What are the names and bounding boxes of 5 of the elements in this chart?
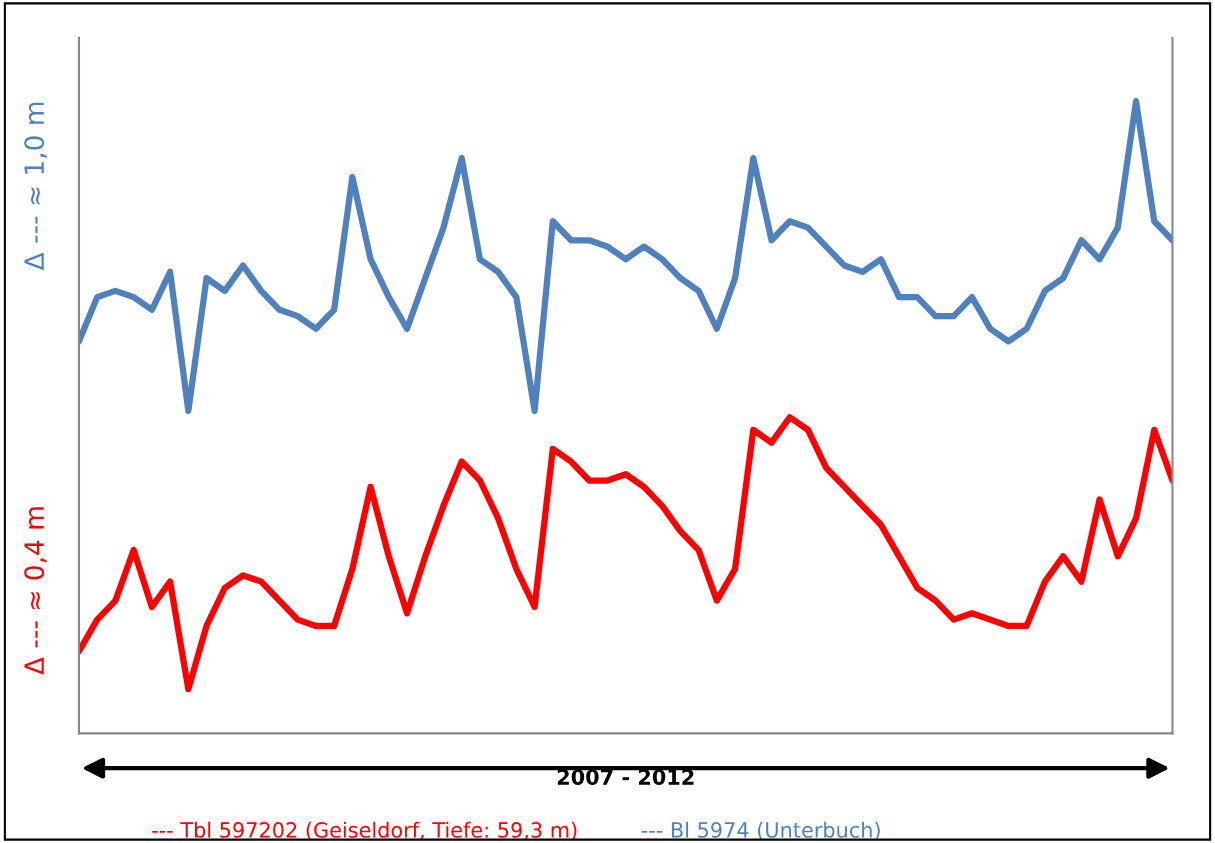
text: Δ --- ≈ 1,0 m (24, 102, 47, 271)
text: --- Bl 5974 (Unterbuch) (641, 821, 880, 841)
text: --- Tbl 597202 (Geiseldorf, Tiefe: 59,3 m) (152, 821, 577, 841)
text: Δ --- ≈ 0,4 m (24, 507, 47, 675)
x-axis-title: 2007 - 2012 (557, 769, 694, 785)
